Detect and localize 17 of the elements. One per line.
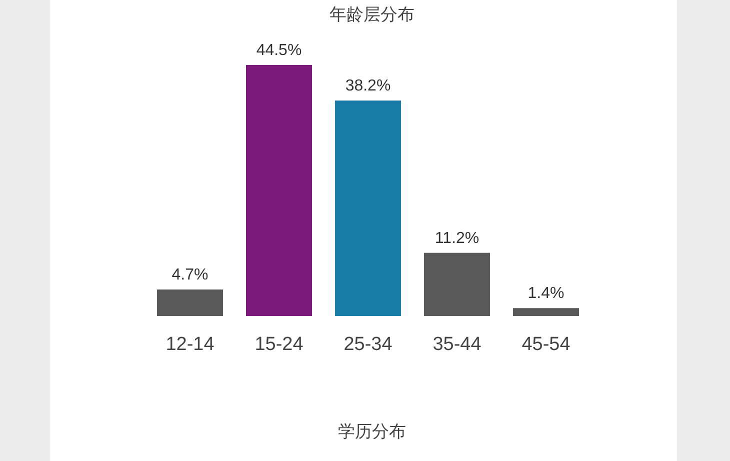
x-tick-label: 15-24 <box>254 334 304 355</box>
data-label: 38.2% <box>345 78 391 95</box>
x-tick-label: 12-14 <box>166 334 215 355</box>
bar <box>424 252 490 316</box>
x-tick-label: 45-54 <box>522 334 571 355</box>
text: 学历分布 <box>338 422 406 441</box>
bar <box>335 100 401 316</box>
x-tick-label: 35-44 <box>432 334 482 355</box>
chart-title: 年龄层分布 <box>330 5 414 24</box>
x-tick-label: 25-34 <box>344 334 393 355</box>
bar <box>246 65 312 316</box>
bar <box>157 289 223 316</box>
data-label: 11.2% <box>434 230 480 247</box>
data-label: 44.5% <box>256 42 302 59</box>
data-label: 1.4% <box>528 285 564 302</box>
data-label: 4.7% <box>172 266 208 284</box>
bar <box>513 308 579 316</box>
